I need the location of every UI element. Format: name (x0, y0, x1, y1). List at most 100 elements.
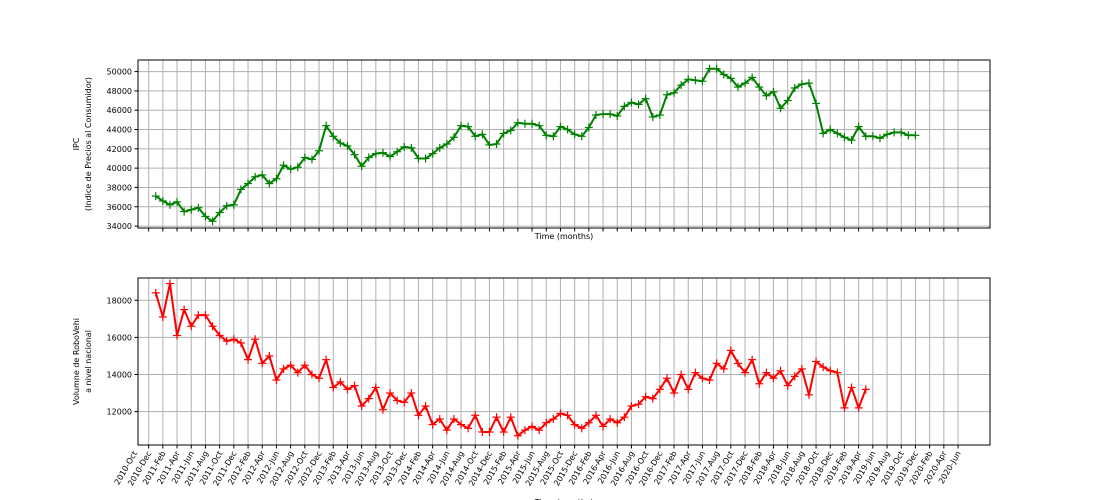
data-point (421, 402, 430, 411)
data-point (151, 288, 160, 297)
data-point (875, 134, 884, 143)
data-point (506, 413, 515, 422)
data-point (804, 79, 813, 88)
data-point (783, 96, 792, 105)
data-point (584, 123, 593, 132)
chart-panel-2: 12000 14000 16000 18000 Time (months) Volumne… (72, 277, 991, 500)
data-point (698, 374, 707, 383)
y-tick-label: 44000 (107, 126, 132, 135)
data-point (748, 73, 757, 82)
y-tick-label: 14000 (107, 370, 132, 379)
data-point (819, 129, 828, 138)
data-point (748, 355, 757, 364)
data-point (336, 139, 345, 148)
data-point (812, 357, 821, 366)
data-point (797, 80, 806, 89)
data-point (712, 64, 721, 73)
data-point (151, 192, 160, 201)
data-point (854, 122, 863, 131)
data-point (677, 81, 686, 90)
y-tick-label: 38000 (107, 183, 132, 192)
data-point (684, 385, 693, 394)
data-point (684, 75, 693, 84)
data-point (293, 163, 302, 172)
data-point (229, 200, 238, 209)
data-point (464, 122, 473, 131)
data-point (279, 364, 288, 373)
y-axis-label: Volumne de RoboVehi (72, 318, 81, 405)
data-point (726, 74, 735, 83)
data-point (236, 338, 245, 347)
y-tick-label: 42000 (107, 145, 132, 154)
y-tick-label: 18000 (107, 296, 132, 305)
data-point (244, 179, 253, 188)
data-point (208, 217, 217, 226)
data-point (194, 203, 203, 212)
data-point (904, 131, 913, 140)
data-point (733, 359, 742, 368)
data-point (343, 385, 352, 394)
data-point (691, 76, 700, 85)
data-point (620, 102, 629, 111)
data-point (165, 279, 174, 288)
data-point (158, 312, 167, 321)
data-point (350, 381, 359, 390)
data-point (606, 110, 615, 119)
data-point (442, 140, 451, 148)
data-point (244, 355, 253, 364)
data-point (577, 424, 586, 433)
data-point (719, 364, 728, 373)
y-axis-label: a nivel nacional (84, 330, 93, 393)
data-point (897, 128, 906, 137)
data-point (570, 130, 579, 139)
data-point (528, 119, 537, 128)
data-point (414, 154, 423, 163)
data-point (655, 111, 664, 120)
data-point (712, 359, 721, 368)
data-point (272, 376, 281, 385)
data-point (591, 411, 600, 420)
data-point (173, 331, 182, 340)
data-point (506, 126, 515, 135)
data-point (180, 207, 189, 216)
data-point (393, 147, 402, 156)
data-point (307, 155, 316, 164)
data-point (180, 305, 189, 314)
data-point (272, 174, 281, 183)
data-point (556, 409, 565, 418)
data-point (861, 132, 870, 141)
data-point (911, 131, 920, 140)
data-point (861, 385, 870, 394)
data-point (584, 418, 593, 427)
data-point (414, 411, 423, 420)
data-point (343, 141, 352, 150)
data-point (478, 428, 487, 437)
data-point (705, 376, 714, 385)
data-point (556, 122, 565, 131)
data-point (187, 205, 196, 214)
data-point (336, 377, 345, 386)
data-point (641, 392, 650, 401)
data-point (322, 121, 331, 130)
data-point (286, 165, 295, 174)
data-point (322, 355, 331, 364)
data-point (549, 132, 558, 141)
data-point (570, 420, 579, 429)
data-point (599, 110, 608, 119)
data-point (833, 129, 842, 138)
y-tick-label: 48000 (107, 87, 132, 96)
data-point (194, 311, 203, 320)
data-point (613, 418, 622, 427)
data-point (471, 411, 480, 420)
data-point (627, 402, 636, 411)
data-point (400, 142, 409, 151)
data-point (634, 400, 643, 409)
data-point (258, 359, 267, 368)
data-point (826, 366, 835, 375)
data-point (542, 418, 551, 427)
data-point (627, 98, 636, 107)
data-point (428, 149, 437, 158)
data-point (300, 153, 309, 162)
data-point (670, 389, 679, 398)
data-point (769, 374, 778, 383)
